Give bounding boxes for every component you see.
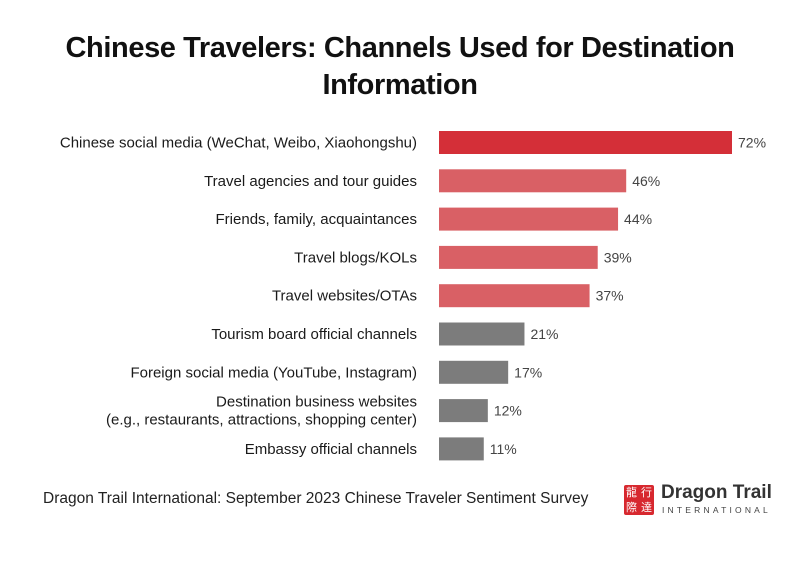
- value-label: 37%: [596, 288, 624, 304]
- category-label: Travel blogs/KOLs: [294, 249, 417, 266]
- value-label: 72%: [738, 135, 766, 151]
- logo-mark-icon: 龍 行 際 達: [624, 485, 654, 515]
- bar: [439, 169, 627, 193]
- category-label: Embassy official channels: [245, 441, 417, 458]
- category-label: Friends, family, acquaintances: [216, 211, 417, 228]
- logo-mark-glyph: 際: [626, 501, 637, 514]
- logo-subtitle: INTERNATIONAL: [662, 505, 771, 515]
- value-label: 21%: [530, 326, 558, 342]
- value-label: 17%: [514, 364, 542, 380]
- bar: [439, 284, 590, 308]
- logo-mark-glyph: 龍: [626, 486, 637, 499]
- value-label: 12%: [494, 403, 522, 419]
- bar: [439, 437, 484, 461]
- category-label: (e.g., restaurants, attractions, shoppin…: [106, 412, 417, 429]
- logo-mark-glyph: 達: [641, 501, 652, 514]
- chart-title: Chinese Travelers: Channels Used for Des…: [65, 32, 735, 101]
- bar: [439, 207, 619, 231]
- bar: [439, 322, 525, 346]
- value-label: 46%: [632, 173, 660, 189]
- value-label: 39%: [604, 249, 632, 265]
- category-label: Destination business websites: [216, 394, 417, 411]
- bar: [439, 399, 488, 423]
- source-note: Dragon Trail International: September 20…: [43, 490, 589, 507]
- category-label: Tourism board official channels: [211, 326, 417, 343]
- bar: [439, 245, 598, 269]
- bar: [439, 360, 509, 384]
- logo-name: Dragon Trail: [661, 482, 772, 503]
- bar: [439, 131, 732, 154]
- logo-mark-glyph: 行: [641, 486, 652, 499]
- value-label: 44%: [624, 211, 652, 227]
- category-label: Travel agencies and tour guides: [204, 173, 417, 190]
- category-label: Foreign social media (YouTube, Instagram…: [130, 364, 417, 381]
- category-label: Travel websites/OTAs: [272, 288, 417, 305]
- value-label: 11%: [490, 441, 517, 457]
- category-label: Chinese social media (WeChat, Weibo, Xia…: [60, 135, 417, 152]
